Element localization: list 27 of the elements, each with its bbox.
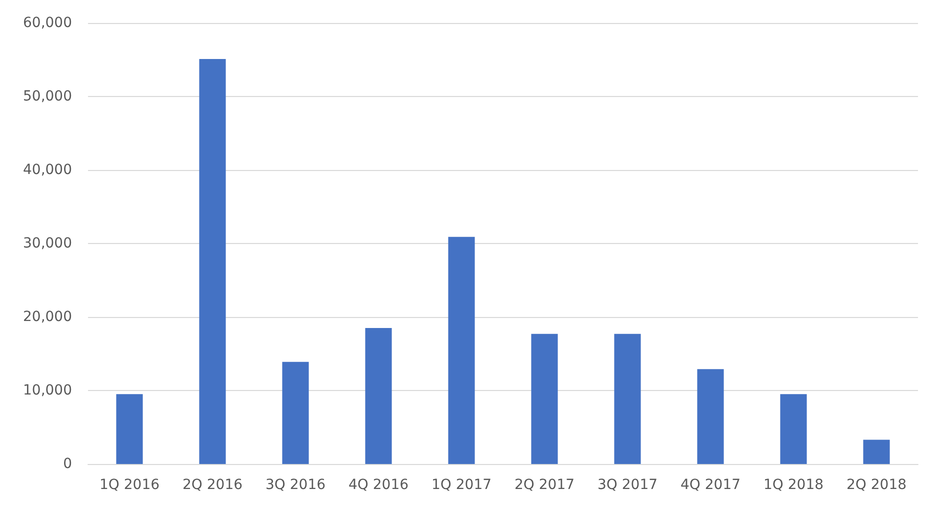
bar (863, 440, 890, 464)
bar (780, 394, 807, 464)
x-tick-label: 3Q 2016 (265, 477, 326, 493)
y-tick-label: 30,000 (23, 236, 72, 252)
x-tick-label: 2Q 2016 (182, 477, 243, 493)
bar (531, 334, 558, 464)
x-tick-label: 3Q 2017 (597, 477, 658, 493)
bar (282, 362, 309, 464)
bar (614, 334, 641, 464)
bar (365, 328, 392, 464)
bar (448, 236, 475, 464)
y-tick-label: 50,000 (23, 88, 72, 104)
y-tick-label: 60,000 (23, 15, 72, 31)
x-tick-label: 2Q 2018 (846, 477, 907, 493)
bar (199, 59, 226, 464)
bar (697, 369, 724, 464)
y-tick-label: 20,000 (23, 309, 72, 325)
x-tick-label: 1Q 2018 (763, 477, 824, 493)
bar (116, 394, 143, 464)
x-tick-label: 1Q 2016 (99, 477, 160, 493)
y-tick-label: 10,000 (23, 382, 72, 398)
x-tick-label: 1Q 2017 (431, 477, 492, 493)
x-tick-label: 2Q 2017 (514, 477, 575, 493)
y-tick-label: 0 (63, 456, 72, 472)
x-tick-label: 4Q 2016 (348, 477, 409, 493)
y-tick-label: 40,000 (23, 162, 72, 178)
x-tick-label: 4Q 2017 (680, 477, 741, 493)
